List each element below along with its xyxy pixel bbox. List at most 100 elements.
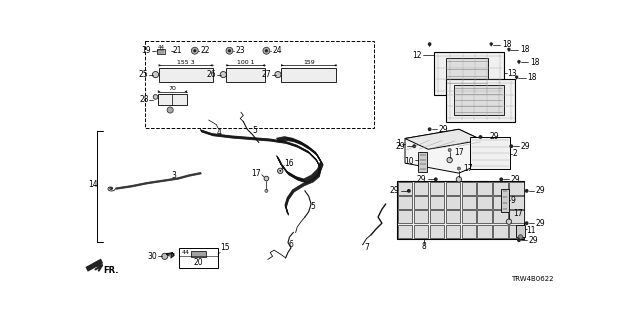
Bar [477,182,492,195]
Text: 155 3: 155 3 [177,60,195,65]
Text: 13: 13 [508,68,517,77]
Bar [227,68,265,82]
Circle shape [407,189,411,193]
Text: 17: 17 [513,210,523,219]
Text: 17: 17 [463,164,473,173]
Bar [446,59,488,85]
Bar [414,225,428,238]
Text: 29: 29 [390,186,399,195]
Bar [145,42,374,128]
Bar [461,182,476,195]
Bar [445,196,460,209]
Polygon shape [184,90,187,93]
Text: 100 1: 100 1 [237,60,254,65]
Text: 17: 17 [454,148,464,157]
Circle shape [517,238,521,242]
Bar [501,188,509,212]
Bar [157,49,164,54]
Polygon shape [518,62,520,65]
Bar [477,196,492,209]
Text: 5: 5 [310,202,315,211]
Text: 20: 20 [194,258,204,267]
Text: 18: 18 [530,58,540,67]
Circle shape [506,219,511,224]
Text: 26: 26 [207,70,216,79]
Text: 18: 18 [520,45,529,54]
Bar [509,211,524,223]
Text: 12: 12 [412,51,422,60]
Text: 24: 24 [273,46,282,55]
Bar [454,85,504,115]
Bar [281,68,337,82]
Circle shape [448,148,451,152]
Text: 9: 9 [511,196,515,204]
Bar [430,211,444,223]
Circle shape [456,177,461,182]
Circle shape [428,127,431,131]
Circle shape [278,168,283,173]
Circle shape [518,235,523,239]
Text: 1: 1 [396,140,401,148]
Bar [446,79,515,122]
Text: 29: 29 [396,142,405,151]
Bar [509,182,524,195]
Text: 17: 17 [252,169,261,178]
Polygon shape [227,64,229,67]
Circle shape [193,49,196,52]
Bar [418,152,428,172]
Text: 18: 18 [527,73,537,82]
Bar [516,225,525,237]
Text: 21: 21 [172,46,182,55]
Bar [430,225,444,238]
Text: 7: 7 [364,243,369,252]
Bar [477,211,492,223]
Text: 28: 28 [139,95,148,105]
Text: TRW4B0622: TRW4B0622 [511,276,554,282]
Circle shape [220,71,227,78]
Polygon shape [405,129,482,149]
Bar [509,196,524,209]
Text: 29: 29 [511,175,520,184]
Text: 159: 159 [303,60,315,65]
Circle shape [279,170,281,172]
Text: 29: 29 [528,236,538,245]
Circle shape [167,107,173,113]
Bar [398,196,412,209]
Bar [398,225,412,238]
Text: 29: 29 [536,219,545,228]
Circle shape [162,253,168,260]
Circle shape [428,42,431,46]
Bar [477,225,492,238]
Text: 44: 44 [157,45,164,50]
Text: 29: 29 [520,142,530,151]
Bar [398,182,412,195]
Text: 25: 25 [139,70,148,79]
Bar [461,211,476,223]
Circle shape [458,167,460,170]
Bar [414,196,428,209]
Bar [493,225,508,238]
Polygon shape [405,129,482,173]
Text: 70: 70 [168,86,177,91]
Circle shape [515,75,518,79]
Bar [398,211,412,223]
Bar [158,94,187,105]
Circle shape [226,47,233,54]
Text: 23: 23 [236,46,245,55]
Bar [445,182,460,195]
Polygon shape [428,44,431,47]
Polygon shape [490,44,493,47]
Text: 18: 18 [502,40,511,49]
Circle shape [479,135,483,139]
Polygon shape [281,64,284,67]
Polygon shape [508,49,510,52]
Bar [493,182,508,195]
Circle shape [152,71,159,78]
Circle shape [263,47,270,54]
Circle shape [508,48,511,51]
Circle shape [509,144,513,148]
Bar [470,137,511,169]
Bar [445,225,460,238]
Text: FR.: FR. [103,267,118,276]
Text: 29: 29 [536,186,545,195]
